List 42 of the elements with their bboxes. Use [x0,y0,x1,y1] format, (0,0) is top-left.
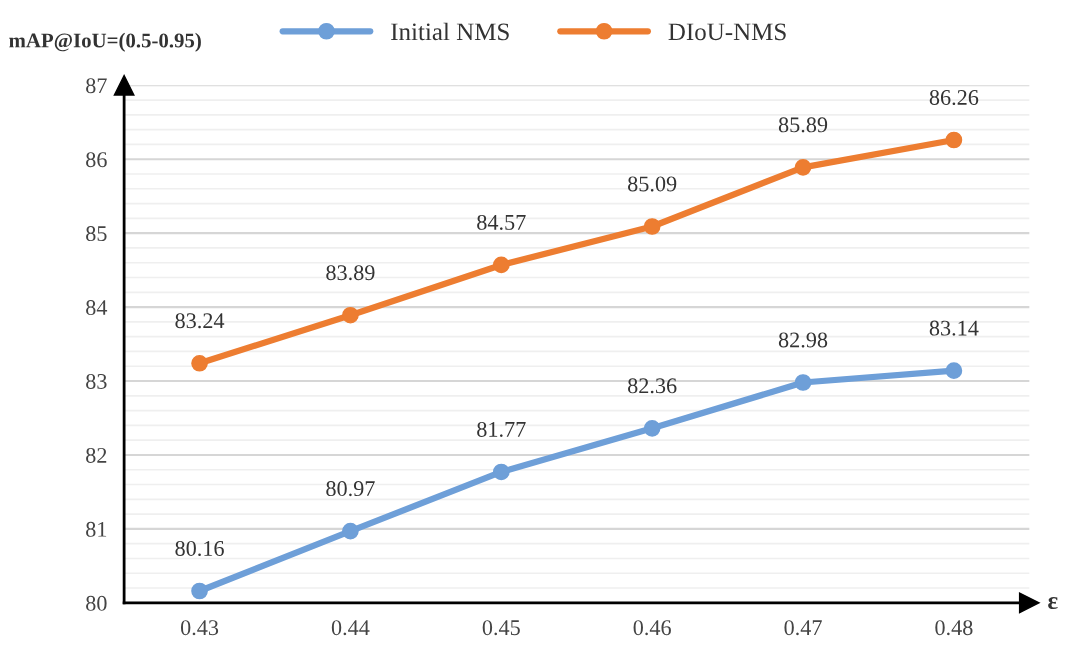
y-tick-label: 80 [86,595,107,611]
y-tick-label: 86 [86,152,107,168]
data-label: 83.24 [175,313,225,329]
point [643,218,661,235]
point [342,306,359,324]
y-tick-label: 84 [86,300,108,316]
x-tick-label: 0.43 [180,620,219,636]
data-label: 86.26 [929,89,979,106]
x-tick-label: 0.46 [633,620,671,636]
y-tick-label: 81 [86,521,107,537]
point [492,256,510,274]
y-tick-label: 82 [86,447,107,463]
y-tick-label: 83 [86,373,107,389]
point [794,159,812,176]
point [342,522,359,540]
point [191,354,208,372]
point [945,362,963,380]
y-tick-label: 85 [86,226,107,242]
point [492,463,510,481]
legend-label: Initial NMS [391,22,509,41]
y-axis-title: mAP@IoU=(0.5-0.95) [9,32,201,52]
x-tick-label: 0.47 [784,620,822,636]
point [643,420,661,437]
data-label: 82.36 [628,378,677,394]
data-label: 83.14 [929,320,979,336]
x-tick-label: 0.48 [935,620,973,636]
data-label: 85.89 [778,117,828,133]
y-tick-label: 87 [86,78,107,94]
data-label: 80.97 [326,481,375,497]
data-label: 85.09 [628,176,677,192]
data-label: 80.16 [175,540,224,557]
data-label: 81.77 [477,421,526,437]
x-axis-title: ε [1048,597,1058,610]
x-tick-label: 0.45 [482,620,520,636]
x-tick-label: 0.44 [331,620,370,636]
point [191,582,208,600]
point [794,374,812,391]
point [945,131,963,149]
data-label: 82.98 [778,332,828,348]
data-label: 84.57 [477,214,526,230]
data-label: 83.89 [326,265,375,281]
legend-label: DIoU-NMS [668,23,786,41]
